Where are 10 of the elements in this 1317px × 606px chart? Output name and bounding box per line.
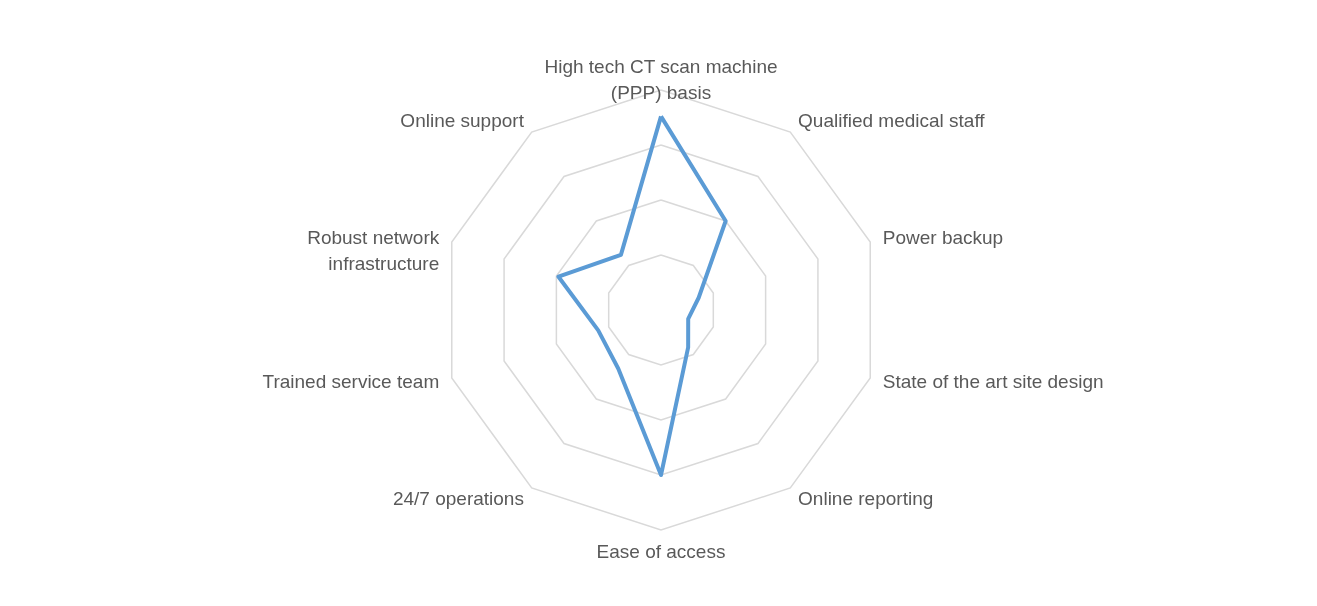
spoke-label: 24/7 operations <box>392 487 524 509</box>
spoke-label: Online support <box>400 110 525 132</box>
spoke-label: Online reporting <box>798 487 934 509</box>
spoke-label: Trained service team <box>262 371 440 393</box>
spoke-label: State of the art site design <box>882 371 1104 393</box>
spoke-label: Power backup <box>882 226 1004 248</box>
spoke-label: Qualified medical staff <box>798 110 986 132</box>
spoke-label: Robust network infrastructure <box>307 226 440 274</box>
spoke-label: Ease of access <box>596 541 726 563</box>
spoke-label: High tech CT scan machine (PPP) basis <box>544 55 778 103</box>
